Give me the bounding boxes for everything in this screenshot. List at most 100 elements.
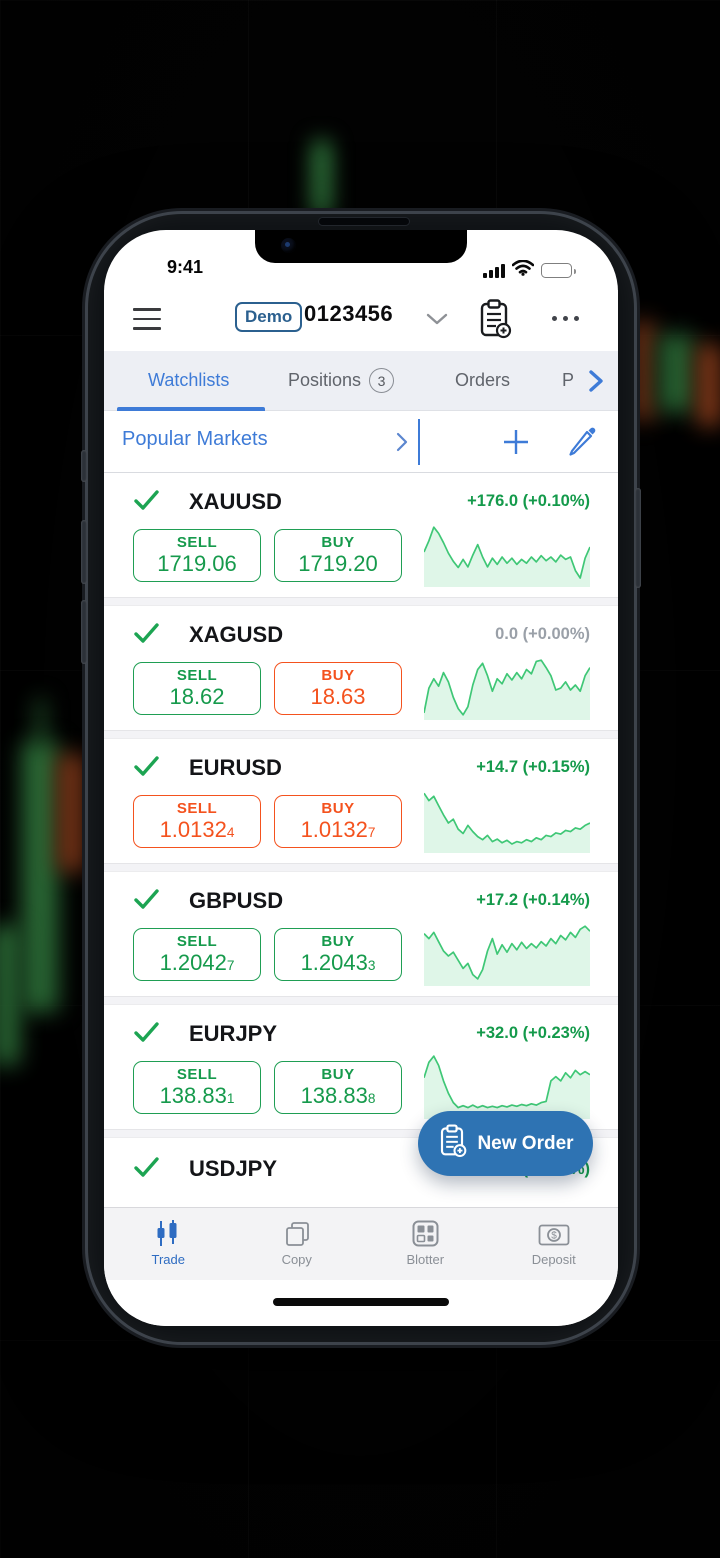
add-symbol-icon[interactable] <box>500 426 532 463</box>
new-order-label: New Order <box>477 1132 574 1154</box>
cellular-signal-icon <box>483 263 505 278</box>
sell-button[interactable]: SELL 1.20427 <box>133 928 261 981</box>
account-type-badge: Demo <box>235 302 303 332</box>
nav-item-trade[interactable]: Trade <box>104 1208 233 1280</box>
buy-price: 1.20433 <box>300 950 376 976</box>
buy-button[interactable]: BUY 138.838 <box>274 1061 402 1114</box>
tab-positions[interactable]: Positions 3 <box>288 351 395 410</box>
checkmark-icon <box>133 1021 160 1048</box>
buy-button[interactable]: BUY 1.01327 <box>274 795 402 848</box>
home-indicator[interactable] <box>273 1298 449 1306</box>
row-separator <box>104 597 618 606</box>
candles-icon <box>153 1220 183 1247</box>
checkmark-icon <box>133 888 160 915</box>
clipboard-add-icon[interactable] <box>476 298 512 345</box>
sell-button[interactable]: SELL 18.62 <box>133 662 261 715</box>
sell-label: SELL <box>176 933 218 951</box>
buy-button[interactable]: BUY 18.63 <box>274 662 402 715</box>
sell-label: SELL <box>176 800 218 818</box>
tabs-overflow-chevron-icon[interactable] <box>588 369 604 398</box>
bottom-navigation: Trade Copy Blotter $ Deposit <box>104 1207 618 1280</box>
watchlist-rows: XAUUSD +176.0 (+0.10%) SELL 1719.06 BUY … <box>104 473 618 1201</box>
tab-watchlists[interactable]: Watchlists <box>148 351 229 410</box>
sparkline-chart <box>424 526 590 587</box>
buy-price: 1719.20 <box>298 551 378 577</box>
account-number: 0123456 <box>304 301 394 326</box>
tab-label: Positions <box>288 370 362 390</box>
market-row-eurjpy[interactable]: EURJPY +32.0 (+0.23%) SELL 138.831 BUY 1… <box>104 1005 618 1129</box>
sell-button[interactable]: SELL 138.831 <box>133 1061 261 1114</box>
phone-notch <box>255 230 467 263</box>
front-camera <box>281 238 296 253</box>
more-icon[interactable] <box>552 316 579 321</box>
buy-price: 1.01327 <box>300 817 376 843</box>
buy-label: BUY <box>321 800 355 818</box>
tab-bar: Watchlists Positions 3 Orders P <box>104 351 618 411</box>
tab-label: Watchlists <box>148 370 230 390</box>
watchlist-header: Popular Markets <box>104 411 618 473</box>
tab-orders[interactable]: Orders <box>455 351 510 410</box>
nav-item-copy[interactable]: Copy <box>233 1208 362 1280</box>
buy-price: 18.63 <box>310 684 366 710</box>
sell-price: 1.20427 <box>159 950 235 976</box>
status-bar: 9:41 <box>104 230 618 290</box>
home-strip <box>104 1280 618 1326</box>
menu-icon[interactable] <box>133 308 161 330</box>
app-screen: 9:41 Demo 0123456 <box>104 230 618 1326</box>
sell-label: SELL <box>176 1066 218 1084</box>
row-separator <box>104 1129 618 1138</box>
sell-button[interactable]: SELL 1.01324 <box>133 795 261 848</box>
market-row-gbpusd[interactable]: GBPUSD +17.2 (+0.14%) SELL 1.20427 BUY 1… <box>104 872 618 996</box>
buy-price: 138.838 <box>300 1083 376 1109</box>
chevron-right-icon <box>395 431 409 458</box>
buy-label: BUY <box>321 933 355 951</box>
tab-p[interactable]: P <box>562 351 574 410</box>
new-order-button[interactable]: New Order <box>418 1111 593 1176</box>
market-row-eurusd[interactable]: EURUSD +14.7 (+0.15%) SELL 1.01324 BUY 1… <box>104 739 618 863</box>
market-row-xagusd[interactable]: XAGUSD 0.0 (+0.00%) SELL 18.62 BUY 18.63 <box>104 606 618 730</box>
svg-text:$: $ <box>551 1231 557 1242</box>
buy-label: BUY <box>321 667 355 685</box>
app-header: Demo 0123456 <box>104 290 618 351</box>
symbol-name: USDJPY <box>189 1156 278 1181</box>
change-value: +17.2 (+0.14%) <box>476 891 590 909</box>
sell-price: 1719.06 <box>157 551 237 577</box>
checkmark-icon <box>133 755 160 782</box>
sell-button[interactable]: SELL 1719.06 <box>133 529 261 582</box>
market-row-xauusd[interactable]: XAUUSD +176.0 (+0.10%) SELL 1719.06 BUY … <box>104 473 618 597</box>
volume-up-button <box>81 520 87 584</box>
edit-watchlist-icon[interactable] <box>564 425 598 464</box>
nav-label: Blotter <box>406 1252 445 1267</box>
checkmark-icon <box>133 489 160 516</box>
tab-badge: 3 <box>369 368 395 393</box>
row-separator <box>104 996 618 1005</box>
sparkline-chart <box>424 925 590 986</box>
symbol-name: EURUSD <box>189 755 282 780</box>
buy-button[interactable]: BUY 1.20433 <box>274 928 402 981</box>
change-value: 0.0 (+0.00%) <box>495 625 590 643</box>
buy-label: BUY <box>321 1066 355 1084</box>
buy-label: BUY <box>321 534 355 552</box>
nav-item-blotter[interactable]: Blotter <box>361 1208 490 1280</box>
sell-price: 18.62 <box>169 684 225 710</box>
change-value: +176.0 (+0.10%) <box>467 492 590 510</box>
toolbar-divider <box>418 419 420 465</box>
row-separator <box>104 730 618 739</box>
symbol-name: XAGUSD <box>189 622 284 647</box>
change-value: +32.0 (+0.23%) <box>476 1024 590 1042</box>
symbol-name: GBPUSD <box>189 888 284 913</box>
wifi-icon <box>511 259 535 281</box>
nav-item-deposit[interactable]: $ Deposit <box>490 1208 619 1280</box>
symbol-name: XAUUSD <box>189 489 282 514</box>
nav-label: Copy <box>281 1252 312 1267</box>
power-button <box>635 488 641 588</box>
sell-price: 1.01324 <box>159 817 235 843</box>
nav-label: Trade <box>151 1252 185 1267</box>
watchlist-selector[interactable]: Popular Markets <box>122 428 268 450</box>
buy-button[interactable]: BUY 1719.20 <box>274 529 402 582</box>
chevron-down-icon[interactable] <box>426 312 448 331</box>
battery-icon <box>541 263 576 278</box>
sparkline-chart <box>424 1055 590 1119</box>
clipboard-add-icon <box>437 1123 467 1164</box>
